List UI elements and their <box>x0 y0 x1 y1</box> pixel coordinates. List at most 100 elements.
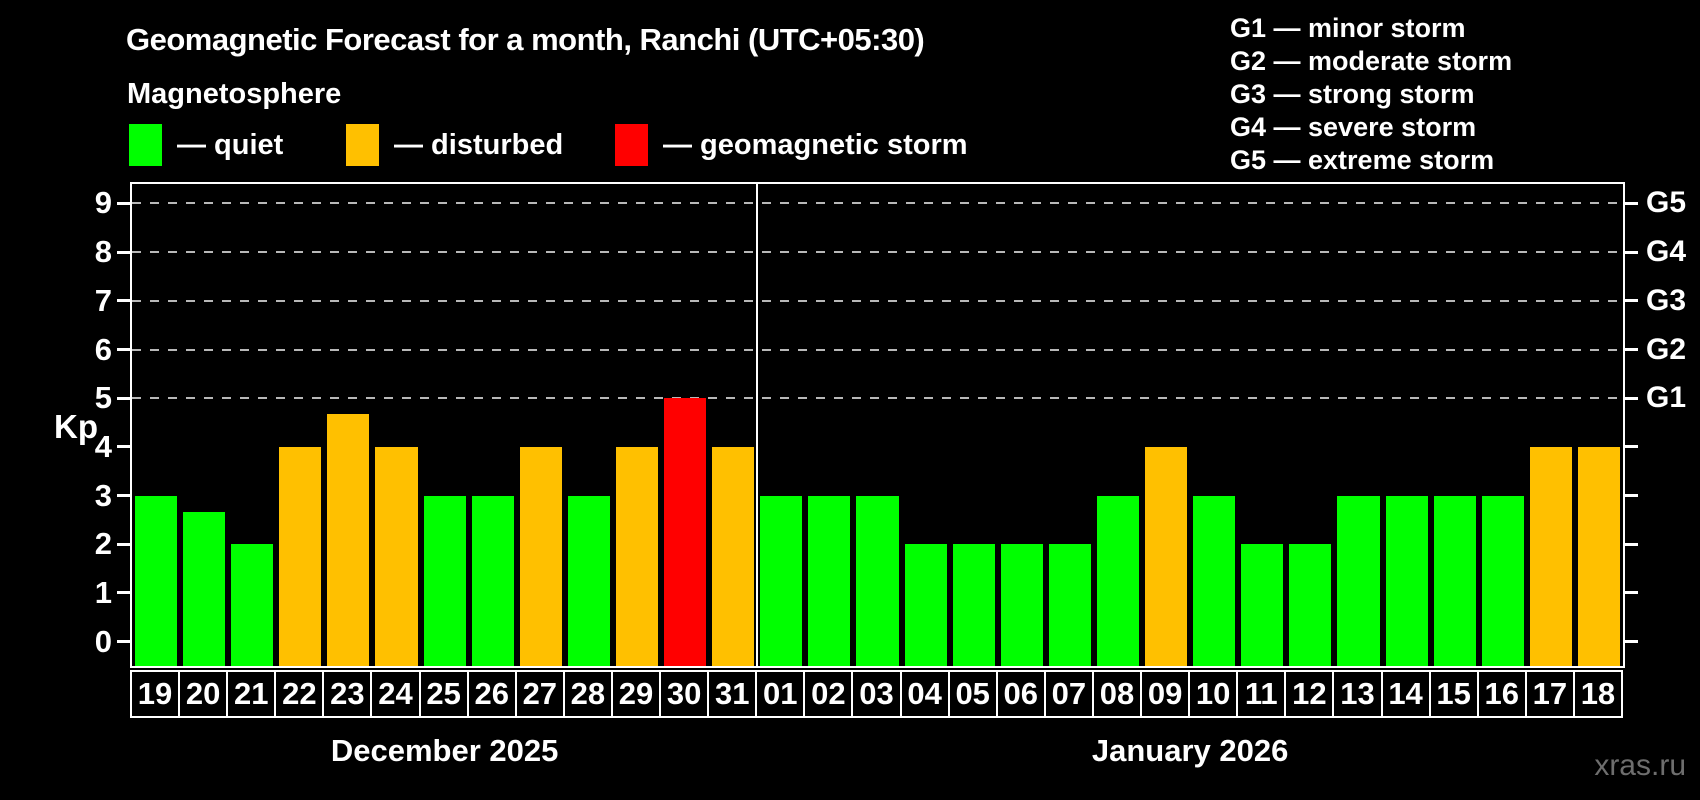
date-label: 17 <box>1524 670 1575 718</box>
legend-item-quiet: — quiet <box>129 123 283 167</box>
kp-bar-day-25 <box>423 495 466 666</box>
date-label: 18 <box>1572 670 1623 718</box>
date-label: 29 <box>610 670 662 718</box>
y-axis-tick-right <box>1624 640 1638 644</box>
gridline-kp-9 <box>132 202 1623 205</box>
date-label: 10 <box>1188 670 1239 718</box>
date-label: 15 <box>1428 670 1479 718</box>
g-scale-legend-line: G2 — moderate storm <box>1230 46 1513 76</box>
date-label: 06 <box>995 670 1046 718</box>
kp-bar-day-21 <box>231 544 274 666</box>
kp-bar-day-26 <box>471 495 514 666</box>
y-tick-label: 9 <box>94 185 112 221</box>
y-axis-tick-right <box>1624 201 1638 205</box>
y-tick-label: 5 <box>94 380 112 416</box>
month-label-december: December 2025 <box>330 733 559 768</box>
kp-bar-day-23 <box>327 414 370 666</box>
magnetosphere-legend: — quiet — disturbed — geomagnetic storm <box>129 123 1029 167</box>
g-scale-legend: G1 — minor storm G2 — moderate storm G3 … <box>1230 12 1512 177</box>
date-label: 08 <box>1091 670 1143 718</box>
g-level-label-g2: G2 <box>1646 332 1687 366</box>
y-tick-label: 1 <box>94 574 112 610</box>
y-axis-tick-left <box>117 299 131 303</box>
kp-bar-day-28 <box>567 495 610 666</box>
date-label: 05 <box>947 670 998 718</box>
kp-bar-day-09 <box>1145 446 1188 666</box>
disturbed-color-swatch <box>346 124 379 166</box>
kp-bar-day-13 <box>1337 495 1380 666</box>
g-scale-legend-line: G1 — minor storm <box>1230 13 1466 43</box>
date-label: 09 <box>1140 670 1191 718</box>
y-axis-tick-left <box>117 348 131 352</box>
date-label: 14 <box>1380 670 1431 718</box>
kp-bar-day-27 <box>519 446 562 666</box>
legend-item-disturbed: — disturbed <box>346 123 563 167</box>
magnetosphere-label: Magnetosphere <box>127 78 342 110</box>
legend-item-label: — quiet <box>177 128 284 161</box>
legend-item-label: — disturbed <box>394 128 564 161</box>
kp-bar-day-18 <box>1577 446 1620 666</box>
gridline-kp-5 <box>132 397 1623 400</box>
date-label: 25 <box>418 670 469 718</box>
y-axis-tick-right <box>1624 299 1638 303</box>
y-axis-tick-right <box>1624 591 1638 595</box>
date-label: 13 <box>1332 670 1383 718</box>
g-level-label-g3: G3 <box>1646 283 1687 317</box>
date-label: 01 <box>755 670 806 718</box>
kp-bar-day-20 <box>183 511 226 666</box>
chart-title: Geomagnetic Forecast for a month, Ranchi… <box>126 22 925 57</box>
y-axis-tick-left <box>117 542 131 546</box>
kp-bar-day-07 <box>1048 544 1091 666</box>
kp-bar-day-17 <box>1529 446 1572 666</box>
legend-item-storm: — geomagnetic storm <box>615 123 968 167</box>
gridline-kp-7 <box>132 299 1623 302</box>
month-label-january: January 2026 <box>1091 733 1289 768</box>
y-axis-tick-right <box>1624 542 1638 546</box>
kp-bar-day-05 <box>952 544 995 666</box>
y-axis-tick-right <box>1624 348 1638 352</box>
date-label: 07 <box>1043 670 1094 718</box>
date-label: 21 <box>226 670 277 718</box>
g-level-label-g1: G1 <box>1646 381 1687 415</box>
g-level-label-g4: G4 <box>1646 235 1687 269</box>
storm-color-swatch <box>615 124 648 166</box>
kp-bar-day-04 <box>904 544 947 666</box>
kp-bar-day-06 <box>1000 544 1043 666</box>
date-label: 02 <box>803 670 854 718</box>
y-axis-tick-right <box>1624 396 1638 400</box>
kp-bar-day-10 <box>1193 495 1236 666</box>
kp-bar-day-03 <box>856 495 899 666</box>
date-label: 31 <box>707 670 758 718</box>
kp-bar-day-14 <box>1385 495 1428 666</box>
g-level-label-g5: G5 <box>1646 186 1687 220</box>
kp-bar-day-29 <box>615 446 659 666</box>
watermark: xras.ru <box>1594 749 1686 782</box>
kp-bar-day-30 <box>664 398 707 666</box>
g-scale-legend-line: G4 — severe storm <box>1230 112 1477 142</box>
kp-bar-day-22 <box>279 446 322 666</box>
y-tick-label: 0 <box>94 623 112 659</box>
date-label: 22 <box>274 670 325 718</box>
y-axis-tick-left <box>117 591 131 595</box>
g-scale-legend-line: G5 — extreme storm <box>1230 145 1495 175</box>
y-tick-label: 8 <box>94 234 112 270</box>
kp-bar-day-02 <box>808 495 851 666</box>
date-label: 23 <box>322 670 373 718</box>
date-label: 03 <box>851 670 902 718</box>
y-axis-tick-left <box>117 640 131 644</box>
y-axis-tick-right <box>1624 250 1638 254</box>
y-tick-label: 3 <box>94 477 112 513</box>
gridline-kp-6 <box>132 348 1623 351</box>
kp-bar-day-24 <box>375 446 418 666</box>
legend-item-label: — geomagnetic storm <box>663 128 968 161</box>
kp-bar-day-31 <box>712 446 755 666</box>
date-label: 04 <box>899 670 950 718</box>
y-axis-tick-left <box>117 250 131 254</box>
date-label: 28 <box>562 670 613 718</box>
month-divider-line <box>756 184 759 666</box>
y-axis-tick-left <box>117 396 131 400</box>
date-label: 27 <box>514 670 565 718</box>
date-label: 30 <box>659 670 710 718</box>
y-axis-tick-left <box>117 445 131 449</box>
date-label: 16 <box>1476 670 1527 718</box>
